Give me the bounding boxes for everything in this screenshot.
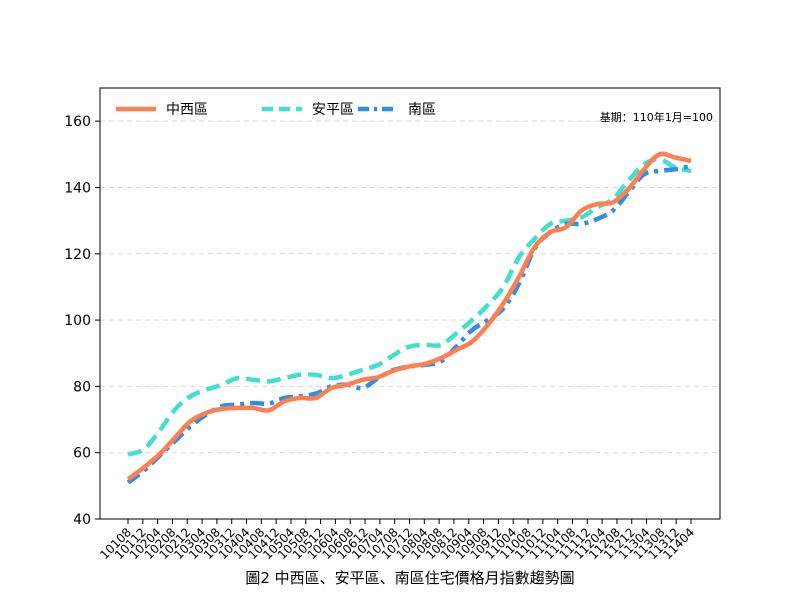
x-axis: 1010810112102041020810212103041030810312… [97, 519, 697, 562]
base-period-note: 基期：110年1月=100 [600, 110, 713, 124]
y-tick-label: 40 [73, 512, 91, 528]
legend-label: 南區 [408, 102, 436, 118]
legend-label: 中西區 [166, 102, 208, 118]
y-axis: 40 60 80 100 120 140 160 [64, 114, 100, 528]
x-axis-label: 圖2 中西區、安平區、南區住宅價格月指數趨勢圖 [245, 569, 574, 587]
plot-frame [99, 87, 721, 520]
y-tick-label: 140 [64, 180, 91, 196]
series-line-1 [126, 151, 692, 482]
series-lines [126, 151, 692, 485]
legend: 中西區 安平區 南區 [116, 102, 436, 118]
y-tick-label: 60 [73, 446, 91, 462]
series-line-2 [127, 156, 692, 457]
series-line-3 [126, 163, 692, 485]
y-tick-label: 100 [64, 313, 91, 329]
y-tick-label: 80 [73, 379, 91, 395]
y-tick-label: 120 [64, 247, 91, 263]
legend-label: 安平區 [312, 102, 354, 118]
grid-lines [100, 120, 720, 520]
y-tick-label: 160 [64, 114, 91, 130]
